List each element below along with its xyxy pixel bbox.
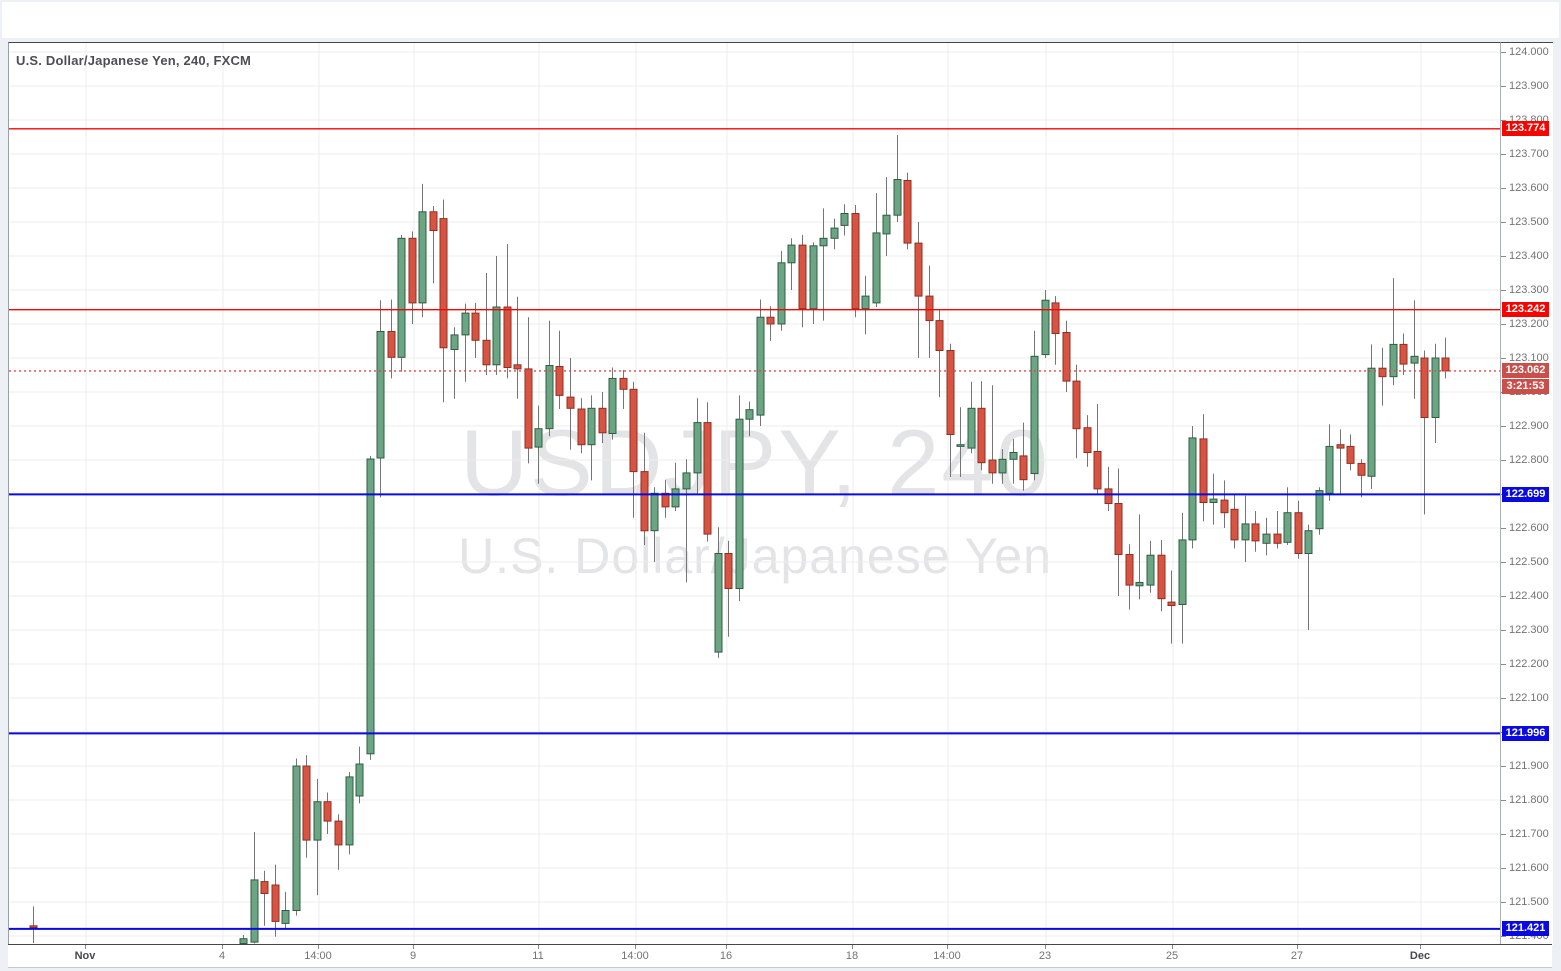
price-tick-label: 123.600 (1509, 182, 1549, 194)
price-tick-label: 121.900 (1509, 760, 1549, 772)
price-tick-dash (1501, 460, 1506, 461)
time-tick-dash (85, 945, 86, 949)
price-line-label: 123.774 (1502, 121, 1549, 136)
chart-plot-area[interactable]: USDJPY, 240 U.S. Dollar/Japanese Yen (8, 42, 1501, 945)
price-tick-label: 122.600 (1509, 522, 1549, 534)
top-toolbar (2, 2, 1559, 38)
price-line-label: 122.699 (1502, 487, 1549, 502)
candlestick-svg (9, 43, 1501, 945)
price-tick-label: 122.500 (1509, 556, 1549, 568)
price-tick-dash (1501, 664, 1506, 665)
price-tick-dash (1501, 256, 1506, 257)
price-tick-dash (1501, 188, 1506, 189)
price-tick-dash (1501, 324, 1506, 325)
time-tick-dash (538, 945, 539, 949)
price-tick-dash (1501, 630, 1506, 631)
price-tick-label: 123.400 (1509, 250, 1549, 262)
time-tick-label: 9 (409, 950, 417, 962)
price-tick-label: 124.000 (1509, 46, 1549, 58)
price-line-label: 121.996 (1502, 726, 1549, 741)
time-tick-label: 16 (719, 950, 733, 962)
price-tick-label: 122.800 (1509, 454, 1549, 466)
price-tick-label: 121.600 (1509, 862, 1549, 874)
price-tick-dash (1501, 52, 1506, 53)
time-tick-dash (222, 945, 223, 949)
time-tick-label: 14:00 (621, 950, 649, 962)
time-tick-label: 14:00 (304, 950, 332, 962)
price-tick-dash (1501, 800, 1506, 801)
time-tick-label: 11 (532, 950, 544, 962)
price-tick-dash (1501, 154, 1506, 155)
price-tick-dash (1501, 596, 1506, 597)
price-tick-dash (1501, 426, 1506, 427)
price-tick-label: 123.500 (1509, 216, 1549, 228)
price-tick-label: 123.200 (1509, 318, 1549, 330)
time-tick-dash (726, 945, 727, 949)
grid-layer (9, 43, 1501, 945)
time-tick-label: 27 (1290, 950, 1304, 962)
time-tick-label: 4 (218, 950, 226, 962)
time-tick-dash (1172, 945, 1173, 949)
candles-layer (29, 135, 1450, 945)
price-tick-dash (1501, 290, 1506, 291)
price-tick-label: 122.100 (1509, 692, 1549, 704)
time-tick-label: 25 (1165, 950, 1179, 962)
time-tick-label: Nov (74, 950, 96, 962)
price-tick-label: 123.100 (1509, 352, 1549, 364)
price-lines-layer (9, 128, 1501, 930)
price-tick-dash (1501, 562, 1506, 563)
price-line-label: 123.062 (1502, 363, 1549, 378)
time-tick-dash (947, 945, 948, 949)
price-tick-dash (1501, 766, 1506, 767)
time-tick-dash (1297, 945, 1298, 949)
price-tick-label: 121.800 (1509, 794, 1549, 806)
price-tick-label: 123.900 (1509, 80, 1549, 92)
price-tick-dash (1501, 120, 1506, 121)
price-tick-dash (1501, 936, 1506, 937)
price-tick-label: 122.200 (1509, 658, 1549, 670)
time-tick-dash (852, 945, 853, 949)
price-axis[interactable]: 121.400 121.500 121.600 121.700 121.800 121.9… (1500, 42, 1553, 945)
time-tick-dash (413, 945, 414, 949)
countdown-label: 3:21:53 (1502, 379, 1549, 394)
price-tick-label: 122.900 (1509, 420, 1549, 432)
time-tick-dash (635, 945, 636, 949)
price-tick-dash (1501, 528, 1506, 529)
price-tick-dash (1501, 358, 1506, 359)
price-line-label: 121.421 (1502, 921, 1549, 936)
price-tick-label: 123.300 (1509, 284, 1549, 296)
price-tick-dash (1501, 86, 1506, 87)
price-line-label: 123.242 (1502, 302, 1549, 317)
time-tick-dash (318, 945, 319, 949)
price-tick-label: 121.500 (1509, 896, 1549, 908)
time-tick-label: 18 (845, 950, 859, 962)
price-tick-label: 121.700 (1509, 828, 1549, 840)
time-tick-label: Dec (1409, 950, 1431, 962)
time-tick-dash (1045, 945, 1046, 949)
time-tick-label: 23 (1038, 950, 1052, 962)
chart-title: U.S. Dollar/Japanese Yen, 240, FXCM (16, 53, 252, 68)
price-tick-dash (1501, 902, 1506, 903)
price-tick-dash (1501, 868, 1506, 869)
price-tick-dash (1501, 698, 1506, 699)
price-tick-label: 123.700 (1509, 148, 1549, 160)
time-tick-dash (1420, 945, 1421, 949)
time-axis[interactable]: Nov 4 14:00 9 11 14:00 16 18 14:00 23 25 27 Dec (8, 944, 1552, 968)
price-tick-dash (1501, 222, 1506, 223)
price-tick-dash (1501, 834, 1506, 835)
time-tick-label: 14:00 (933, 950, 961, 962)
price-tick-label: 122.300 (1509, 624, 1549, 636)
price-tick-label: 122.400 (1509, 590, 1549, 602)
